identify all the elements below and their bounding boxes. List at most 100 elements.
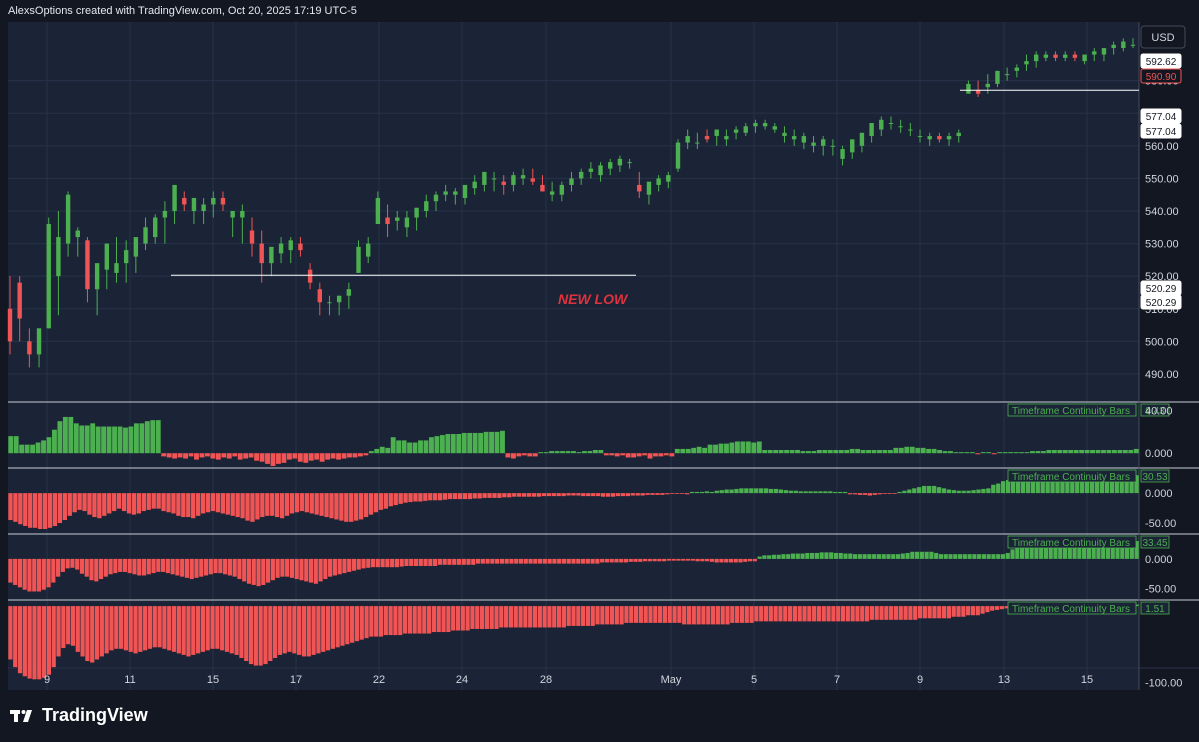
candle-body[interactable] (569, 178, 574, 185)
candle-body[interactable] (453, 191, 458, 195)
candle-body[interactable] (850, 139, 855, 153)
candle-body[interactable] (75, 230, 80, 238)
candle-body[interactable] (656, 178, 661, 185)
candle-body[interactable] (114, 263, 119, 273)
candle-body[interactable] (917, 136, 923, 138)
candle-body[interactable] (17, 282, 22, 319)
candle-body[interactable] (317, 289, 322, 303)
candle-body[interactable] (1014, 67, 1020, 71)
indicator-pane-1[interactable]: Timeframe Continuity Bars 9.43 (8, 403, 1170, 466)
candle-body[interactable] (975, 90, 981, 94)
candle-body[interactable] (762, 123, 768, 127)
tradingview-logo[interactable]: TradingView (10, 705, 148, 726)
candle-body[interactable] (143, 227, 148, 244)
candle-body[interactable] (869, 123, 874, 137)
candle-body[interactable] (1101, 48, 1107, 55)
candle-body[interactable] (211, 197, 216, 205)
candle-body[interactable] (191, 197, 197, 211)
candle-body[interactable] (346, 289, 352, 296)
candle-body[interactable] (56, 237, 61, 277)
candle-body[interactable] (482, 171, 487, 185)
candle-body[interactable] (888, 123, 894, 125)
candle-body[interactable] (288, 240, 293, 251)
candle-body[interactable] (966, 83, 971, 94)
candle-body[interactable] (249, 230, 255, 244)
candle-body[interactable] (94, 263, 100, 290)
candle-body[interactable] (859, 132, 865, 146)
candle-body[interactable] (617, 158, 623, 166)
candle-body[interactable] (240, 211, 245, 218)
candle-body[interactable] (230, 211, 235, 218)
price-pane[interactable] (7, 38, 1139, 368)
candle-body[interactable] (133, 237, 139, 257)
candle-body[interactable] (307, 269, 313, 283)
candle-body[interactable] (46, 224, 51, 329)
candle-body[interactable] (1024, 61, 1029, 65)
candle-body[interactable] (637, 184, 642, 192)
candle-body[interactable] (811, 142, 816, 146)
candle-body[interactable] (182, 197, 187, 205)
candle-body[interactable] (356, 246, 361, 273)
candle-body[interactable] (927, 136, 932, 140)
candle-body[interactable] (85, 240, 90, 290)
candle-body[interactable] (772, 126, 778, 130)
candle-body[interactable] (27, 341, 32, 355)
candle-body[interactable] (1072, 54, 1078, 58)
candle-body[interactable] (269, 246, 274, 264)
candle-body[interactable] (685, 136, 690, 143)
candle-body[interactable] (1053, 54, 1058, 58)
candle-body[interactable] (879, 119, 884, 130)
candle-body[interactable] (714, 129, 719, 137)
candle-body[interactable] (1111, 44, 1116, 49)
candle-body[interactable] (7, 308, 13, 342)
candle-body[interactable] (104, 243, 110, 270)
candle-body[interactable] (985, 83, 990, 88)
candle-body[interactable] (908, 129, 913, 131)
candle-body[interactable] (153, 217, 158, 238)
candle-body[interactable] (201, 204, 206, 211)
indicator-pane-3[interactable]: Timeframe Continuity Bars 33.45 (8, 535, 1170, 592)
candle-body[interactable] (395, 217, 400, 221)
candle-body[interactable] (578, 171, 584, 179)
candle-body[interactable] (1082, 54, 1087, 62)
candle-body[interactable] (588, 168, 594, 172)
candle-body[interactable] (385, 217, 390, 225)
candle-body[interactable] (1004, 74, 1010, 76)
candle-body[interactable] (1121, 41, 1126, 49)
indicator-pane-2[interactable]: Timeframe Continuity Bars 30.53 (8, 469, 1170, 530)
candle-body[interactable] (724, 136, 729, 140)
candle-body[interactable] (791, 136, 797, 140)
candle-body[interactable] (414, 207, 419, 218)
candle-body[interactable] (1130, 44, 1136, 46)
candle-body[interactable] (695, 142, 700, 144)
candle-body[interactable] (336, 295, 342, 303)
candle-body[interactable] (220, 197, 226, 205)
candle-body[interactable] (511, 175, 516, 185)
candle-body[interactable] (753, 123, 758, 127)
candle-body[interactable] (1033, 54, 1039, 62)
candle-body[interactable] (278, 243, 284, 254)
candle-body[interactable] (530, 178, 535, 182)
candle-body[interactable] (298, 243, 303, 251)
candle-body[interactable] (1043, 54, 1049, 58)
candle-body[interactable] (520, 175, 526, 179)
candle-body[interactable] (424, 201, 429, 211)
indicator-pane-4[interactable]: Timeframe Continuity Bars 1.51 (8, 601, 1170, 680)
candle-body[interactable] (1092, 51, 1097, 55)
candle-body[interactable] (743, 126, 748, 133)
candle-body[interactable] (801, 136, 807, 143)
candle-body[interactable] (1063, 54, 1068, 58)
candle-body[interactable] (472, 181, 477, 189)
candle-body[interactable] (365, 243, 371, 257)
candle-body[interactable] (36, 328, 42, 355)
candle-body[interactable] (646, 181, 652, 195)
candle-body[interactable] (559, 184, 565, 195)
candle-body[interactable] (840, 149, 845, 159)
candle-body[interactable] (733, 129, 739, 133)
candle-body[interactable] (433, 194, 439, 202)
candle-body[interactable] (830, 145, 836, 147)
candle-body[interactable] (549, 191, 555, 195)
candle-body[interactable] (782, 132, 787, 137)
candle-body[interactable] (327, 302, 332, 304)
